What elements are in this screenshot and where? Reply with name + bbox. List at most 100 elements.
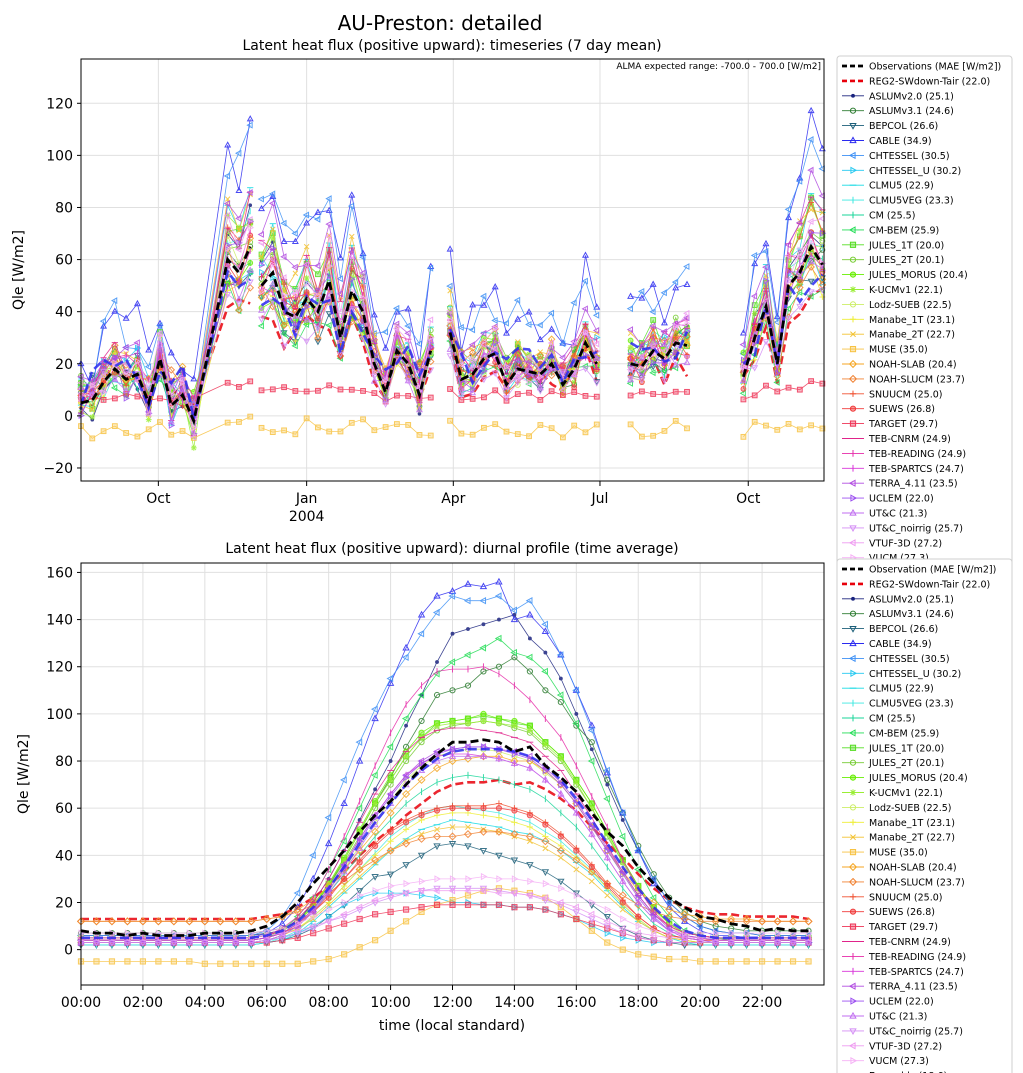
timeseries-series-chtessel-30-5-point	[795, 177, 803, 185]
timeseries-series-uclem-22-0-point	[763, 277, 770, 285]
timeseries-series-chtessel-30-5-point	[246, 121, 253, 129]
diurnal-series-suews-26-8-point	[433, 807, 441, 814]
diurnal-series-suews-26-8-point	[635, 913, 642, 920]
timeseries-series-vtuf-3d-27-2-point	[426, 316, 434, 324]
diurnal-series-manabe-2t-22-7-point	[557, 854, 564, 861]
timeseries-series-cable-34-9-point	[100, 322, 108, 329]
timeseries-series-vucm-27-3-point	[292, 288, 300, 296]
diurnal-series-vtuf-3d-27-2-point	[804, 934, 812, 942]
diurnal-series-bepcol-26-6-point	[433, 843, 441, 851]
legend-marker	[849, 759, 857, 766]
timeseries-series-noah-slucm-23-7-point	[547, 371, 556, 380]
diurnal-series-vucm-27-3-point	[728, 929, 736, 937]
timeseries-series-cable-34-9-point	[514, 315, 522, 322]
diurnal-series-chtessel-30-5-point	[587, 726, 595, 735]
diurnal-series-vucm-27-3-point	[124, 929, 132, 937]
timeseries-series-ut-c-noirrig-25-7-point	[427, 367, 435, 374]
timeseries-series-vtuf-3d-27-2-point	[156, 330, 163, 338]
diurnal-series-cable-34-9-point	[464, 580, 472, 587]
diurnal-series-chtessel-30-5-point	[649, 875, 657, 883]
timeseries-series-ut-c-noirrig-25-7-point	[457, 392, 465, 399]
diurnal-series-k-ucmv1-22-1-point	[573, 779, 580, 786]
diurnal-series-ut-c-noirrig-25-7-point	[92, 939, 101, 947]
timeseries-series-muse-35-0-point	[303, 415, 310, 422]
timeseries-series-ut-c-noirrig-25-7-point	[785, 315, 793, 322]
legend-marker	[849, 390, 857, 397]
legend-marker	[849, 1011, 857, 1019]
timeseries-series-cable-34-9-point	[581, 251, 589, 258]
timeseries-series-terra-4-11-23-5-point	[325, 220, 332, 228]
diurnal-series-vtuf-3d-27-2-point	[216, 934, 223, 942]
timeseries-series-noah-slab-20-4-point	[257, 293, 266, 302]
diurnal-series-jules-2t-20-1-line	[81, 720, 809, 939]
timeseries-series-suews-26-8-point	[571, 384, 578, 391]
timeseries-series-uclem-22-0-point	[168, 421, 176, 429]
legend-item: VUCM (27.3)	[842, 1056, 929, 1067]
timeseries-series-aslumv2-0-25-1-point	[417, 411, 422, 416]
timeseries-series-cable-34-9-point	[627, 292, 635, 299]
diurnal-series-ut-c-noirrig-25-7-point	[804, 939, 813, 947]
timeseries-series-vucm-27-3-point	[639, 365, 646, 373]
timeseries-series-manabe-2t-22-7-point	[236, 227, 242, 234]
timeseries-series-ut-c-noirrig-25-7-point	[796, 303, 804, 311]
diurnal-series-ut-c-noirrig-25-7-point	[588, 916, 596, 924]
timeseries-series-cable-34-9-point	[133, 299, 141, 307]
timeseries-series-vtuf-3d-27-2-point	[235, 245, 242, 253]
diurnal-series-aslumv2-0-25-1-point	[497, 617, 501, 622]
diurnal-series-noah-slab-20-4-point	[371, 827, 380, 836]
timeseries-series-vucm-27-3-point	[101, 389, 108, 397]
timeseries-series-terra-4-11-23-5-point	[491, 323, 498, 331]
legend-label: CABLE (34.9)	[869, 639, 932, 650]
timeseries-series-terra-4-11-23-5-point	[637, 342, 645, 350]
legend-item: CHTESSEL (30.5)	[842, 654, 950, 665]
timeseries-series-cable-34-9-point	[807, 106, 815, 114]
timeseries-series-target-29-7-point	[819, 380, 826, 387]
legend-marker	[848, 729, 856, 737]
timeseries-series-target-29-7-point	[247, 378, 254, 385]
timeseries-series-ut-c-21-3-point	[258, 306, 265, 313]
timeseries-series-target-29-7-point	[303, 388, 310, 395]
diurnal-series-noah-slucm-23-7-point	[417, 834, 426, 843]
legend-item: ASLUMv2.0 (25.1)	[842, 91, 954, 102]
timeseries-series-cm-bem-25-9-point	[795, 288, 803, 296]
diurnal-series-vucm-27-3-point	[434, 875, 442, 883]
timeseries-series-ut-c-21-3-point	[246, 266, 254, 273]
legend-label: TEB-READING (24.9)	[868, 449, 966, 460]
diurnal-series-chtessel-30-5-point	[479, 597, 487, 605]
diurnal-series-target-29-7-point	[542, 906, 549, 913]
diurnal-series-vucm-27-3-point	[264, 927, 271, 935]
timeseries-series-cable-34-9-point	[739, 329, 747, 336]
timeseries-series-target-29-7-point	[326, 382, 333, 389]
diurnal-series-suews-26-8-point	[542, 821, 549, 828]
diurnal-series-noah-slucm-23-7-point	[185, 917, 194, 926]
timeseries-series-chtessel-30-5-point	[558, 340, 566, 348]
legend-label: VTUF-3D (27.2)	[869, 538, 942, 549]
timeseries-series-vucm-27-3-point	[270, 261, 277, 269]
diurnal-series-muse-35-0-point	[341, 951, 348, 958]
diurnal-series-vucm-27-3-point	[713, 929, 720, 937]
timeseries-series-uclem-22-0-point	[774, 369, 782, 377]
diurnal-series-cm-bem-25-9-point	[556, 691, 564, 699]
timeseries-series-vucm-27-3-point	[492, 324, 500, 332]
timeseries-series-ut-c-21-3-point	[480, 351, 488, 358]
diurnal-series-chtessel-30-5-point	[618, 809, 626, 817]
legend-marker	[849, 241, 857, 248]
legend-item: CM-BEM (25.9)	[842, 728, 939, 739]
diurnal-series-aslumv2-0-25-1-point	[527, 636, 532, 641]
timeseries-series-cable-34-9-point	[469, 301, 477, 308]
timeseries-series-terra-4-11-23-5-point	[683, 314, 690, 322]
diurnal-series-vucm-27-3-point	[171, 929, 179, 937]
timeseries-series-vucm-27-3-point	[168, 391, 176, 399]
timeseries-series-cable-34-9-point	[337, 254, 344, 261]
legend-item: TEB-CNRM (24.9)	[842, 434, 951, 445]
diurnal-series-k-ucmv1-22-1-point	[464, 720, 472, 727]
diurnal-series-manabe-2t-22-7-point	[465, 824, 471, 830]
diurnal-series-suews-26-8-point	[619, 899, 626, 906]
timeseries-series-ut-c-noirrig-25-7-point	[100, 368, 108, 376]
diurnal-series-muse-35-0-point	[805, 958, 812, 965]
diurnal-series-vucm-27-3-point	[620, 915, 627, 923]
timeseries-series-vtuf-3d-27-2-line	[80, 215, 823, 438]
diurnal-series-cm-bem-25-9-point	[386, 743, 394, 751]
diurnal-series-vucm-27-3-point	[449, 875, 457, 883]
timeseries-series-target-29-7-point	[638, 388, 645, 395]
